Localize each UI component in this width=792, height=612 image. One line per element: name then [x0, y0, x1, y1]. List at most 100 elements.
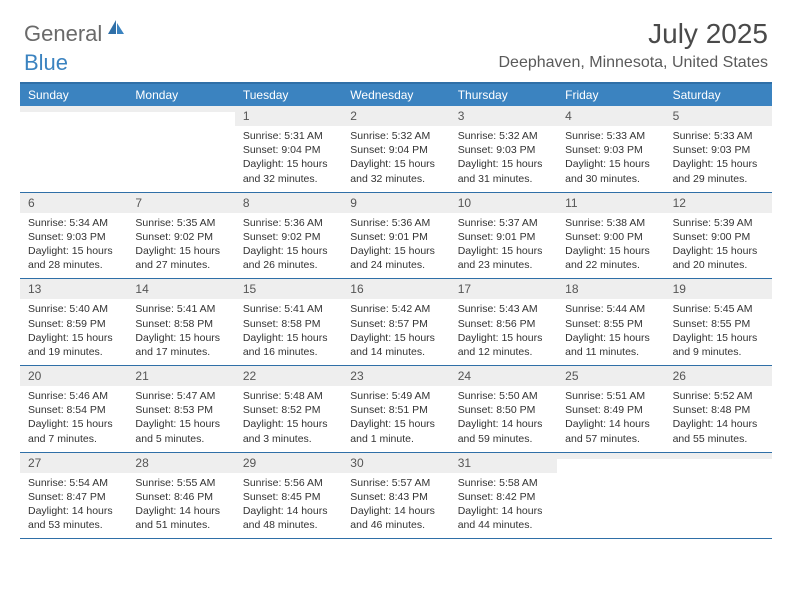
day-cell: [665, 453, 772, 539]
daylight-text: Daylight: 15 hours and 12 minutes.: [458, 331, 549, 359]
day-details: Sunrise: 5:55 AMSunset: 8:46 PMDaylight:…: [127, 473, 234, 539]
daylight-text: Daylight: 15 hours and 1 minute.: [350, 417, 441, 445]
day-number: 20: [20, 366, 127, 386]
weekday-header: Friday: [557, 84, 664, 106]
sunrise-text: Sunrise: 5:33 AM: [673, 129, 764, 143]
sunrise-text: Sunrise: 5:56 AM: [243, 476, 334, 490]
day-cell: 22Sunrise: 5:48 AMSunset: 8:52 PMDayligh…: [235, 366, 342, 452]
day-details: Sunrise: 5:47 AMSunset: 8:53 PMDaylight:…: [127, 386, 234, 452]
sunset-text: Sunset: 8:55 PM: [673, 317, 764, 331]
day-cell: 31Sunrise: 5:58 AMSunset: 8:42 PMDayligh…: [450, 453, 557, 539]
sunset-text: Sunset: 8:48 PM: [673, 403, 764, 417]
sunrise-text: Sunrise: 5:58 AM: [458, 476, 549, 490]
sunset-text: Sunset: 8:57 PM: [350, 317, 441, 331]
daylight-text: Daylight: 14 hours and 55 minutes.: [673, 417, 764, 445]
sunrise-text: Sunrise: 5:55 AM: [135, 476, 226, 490]
day-details: Sunrise: 5:41 AMSunset: 8:58 PMDaylight:…: [235, 299, 342, 365]
daylight-text: Daylight: 15 hours and 19 minutes.: [28, 331, 119, 359]
sunrise-text: Sunrise: 5:49 AM: [350, 389, 441, 403]
day-details: Sunrise: 5:44 AMSunset: 8:55 PMDaylight:…: [557, 299, 664, 365]
sunrise-text: Sunrise: 5:50 AM: [458, 389, 549, 403]
day-cell: 16Sunrise: 5:42 AMSunset: 8:57 PMDayligh…: [342, 279, 449, 365]
day-details: Sunrise: 5:43 AMSunset: 8:56 PMDaylight:…: [450, 299, 557, 365]
day-cell: [557, 453, 664, 539]
sunrise-text: Sunrise: 5:40 AM: [28, 302, 119, 316]
daylight-text: Daylight: 15 hours and 17 minutes.: [135, 331, 226, 359]
day-cell: 5Sunrise: 5:33 AMSunset: 9:03 PMDaylight…: [665, 106, 772, 192]
sunrise-text: Sunrise: 5:37 AM: [458, 216, 549, 230]
sunset-text: Sunset: 9:03 PM: [458, 143, 549, 157]
daylight-text: Daylight: 15 hours and 31 minutes.: [458, 157, 549, 185]
day-number: 16: [342, 279, 449, 299]
day-number: 17: [450, 279, 557, 299]
day-cell: 7Sunrise: 5:35 AMSunset: 9:02 PMDaylight…: [127, 193, 234, 279]
sunset-text: Sunset: 9:04 PM: [350, 143, 441, 157]
logo: General: [24, 18, 128, 49]
daylight-text: Daylight: 15 hours and 32 minutes.: [243, 157, 334, 185]
daylight-text: Daylight: 15 hours and 32 minutes.: [350, 157, 441, 185]
logo-sail-icon: [106, 18, 126, 41]
sunrise-text: Sunrise: 5:41 AM: [135, 302, 226, 316]
day-cell: 20Sunrise: 5:46 AMSunset: 8:54 PMDayligh…: [20, 366, 127, 452]
sunrise-text: Sunrise: 5:52 AM: [673, 389, 764, 403]
day-number: 30: [342, 453, 449, 473]
daylight-text: Daylight: 14 hours and 44 minutes.: [458, 504, 549, 532]
day-details: Sunrise: 5:46 AMSunset: 8:54 PMDaylight:…: [20, 386, 127, 452]
day-details: Sunrise: 5:32 AMSunset: 9:03 PMDaylight:…: [450, 126, 557, 192]
sunset-text: Sunset: 9:01 PM: [458, 230, 549, 244]
daylight-text: Daylight: 14 hours and 51 minutes.: [135, 504, 226, 532]
day-cell: 3Sunrise: 5:32 AMSunset: 9:03 PMDaylight…: [450, 106, 557, 192]
day-details: Sunrise: 5:37 AMSunset: 9:01 PMDaylight:…: [450, 213, 557, 279]
day-details: Sunrise: 5:32 AMSunset: 9:04 PMDaylight:…: [342, 126, 449, 192]
weekday-header-row: SundayMondayTuesdayWednesdayThursdayFrid…: [20, 84, 772, 106]
weekday-header: Wednesday: [342, 84, 449, 106]
day-number: 11: [557, 193, 664, 213]
weekday-header: Tuesday: [235, 84, 342, 106]
sunrise-text: Sunrise: 5:32 AM: [350, 129, 441, 143]
day-number: 14: [127, 279, 234, 299]
day-cell: 9Sunrise: 5:36 AMSunset: 9:01 PMDaylight…: [342, 193, 449, 279]
day-details: Sunrise: 5:39 AMSunset: 9:00 PMDaylight:…: [665, 213, 772, 279]
day-cell: 4Sunrise: 5:33 AMSunset: 9:03 PMDaylight…: [557, 106, 664, 192]
sunset-text: Sunset: 8:56 PM: [458, 317, 549, 331]
day-details: Sunrise: 5:40 AMSunset: 8:59 PMDaylight:…: [20, 299, 127, 365]
day-cell: 30Sunrise: 5:57 AMSunset: 8:43 PMDayligh…: [342, 453, 449, 539]
week-row: 6Sunrise: 5:34 AMSunset: 9:03 PMDaylight…: [20, 193, 772, 280]
day-number: 19: [665, 279, 772, 299]
day-number: 5: [665, 106, 772, 126]
day-details: Sunrise: 5:35 AMSunset: 9:02 PMDaylight:…: [127, 213, 234, 279]
day-number: [665, 453, 772, 459]
weekday-header: Thursday: [450, 84, 557, 106]
day-number: 18: [557, 279, 664, 299]
header: General July 2025 Deephaven, Minnesota, …: [0, 0, 792, 76]
day-number: 25: [557, 366, 664, 386]
day-details: Sunrise: 5:57 AMSunset: 8:43 PMDaylight:…: [342, 473, 449, 539]
sunset-text: Sunset: 9:01 PM: [350, 230, 441, 244]
sunrise-text: Sunrise: 5:54 AM: [28, 476, 119, 490]
day-cell: 29Sunrise: 5:56 AMSunset: 8:45 PMDayligh…: [235, 453, 342, 539]
day-cell: 13Sunrise: 5:40 AMSunset: 8:59 PMDayligh…: [20, 279, 127, 365]
day-number: 28: [127, 453, 234, 473]
day-number: 26: [665, 366, 772, 386]
day-cell: 18Sunrise: 5:44 AMSunset: 8:55 PMDayligh…: [557, 279, 664, 365]
daylight-text: Daylight: 14 hours and 48 minutes.: [243, 504, 334, 532]
weekday-header: Monday: [127, 84, 234, 106]
day-details: Sunrise: 5:33 AMSunset: 9:03 PMDaylight:…: [557, 126, 664, 192]
day-details: Sunrise: 5:31 AMSunset: 9:04 PMDaylight:…: [235, 126, 342, 192]
sunset-text: Sunset: 9:02 PM: [135, 230, 226, 244]
day-cell: 15Sunrise: 5:41 AMSunset: 8:58 PMDayligh…: [235, 279, 342, 365]
day-details: Sunrise: 5:45 AMSunset: 8:55 PMDaylight:…: [665, 299, 772, 365]
daylight-text: Daylight: 15 hours and 7 minutes.: [28, 417, 119, 445]
day-details: Sunrise: 5:36 AMSunset: 9:01 PMDaylight:…: [342, 213, 449, 279]
day-cell: 28Sunrise: 5:55 AMSunset: 8:46 PMDayligh…: [127, 453, 234, 539]
weekday-header: Saturday: [665, 84, 772, 106]
sunrise-text: Sunrise: 5:48 AM: [243, 389, 334, 403]
daylight-text: Daylight: 14 hours and 57 minutes.: [565, 417, 656, 445]
sunrise-text: Sunrise: 5:38 AM: [565, 216, 656, 230]
sunset-text: Sunset: 9:04 PM: [243, 143, 334, 157]
week-row: 27Sunrise: 5:54 AMSunset: 8:47 PMDayligh…: [20, 453, 772, 540]
sunrise-text: Sunrise: 5:45 AM: [673, 302, 764, 316]
week-row: 20Sunrise: 5:46 AMSunset: 8:54 PMDayligh…: [20, 366, 772, 453]
sunrise-text: Sunrise: 5:51 AM: [565, 389, 656, 403]
sunset-text: Sunset: 9:00 PM: [565, 230, 656, 244]
